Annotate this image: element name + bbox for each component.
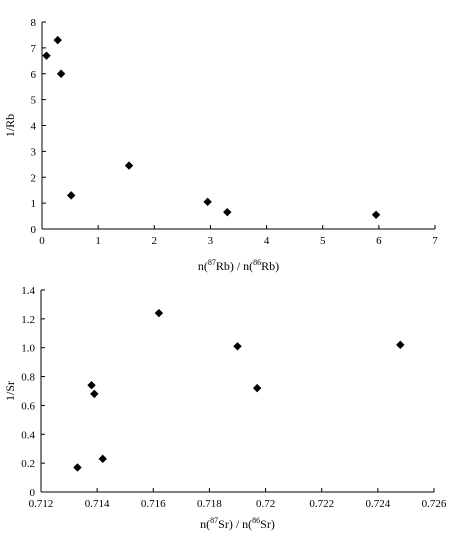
y-tick-label: 8 — [31, 17, 37, 29]
x-tick-label: 0.726 — [422, 498, 447, 510]
y-tick-label: 0.8 — [21, 372, 35, 384]
x-axis-label-part: Sr) / n( — [218, 517, 252, 531]
y-tick-label: 2 — [31, 172, 37, 184]
x-axis-label-superscript: 86 — [252, 516, 260, 525]
x-axis-label-part: Rb) — [261, 259, 279, 273]
x-tick-label: 0.724 — [365, 498, 390, 510]
x-tick-label: 0.72 — [256, 498, 275, 510]
x-tick-label: 7 — [432, 235, 438, 247]
data-point — [42, 51, 51, 60]
x-tick-label: 0.722 — [309, 498, 334, 510]
data-point — [90, 389, 99, 399]
y-tick-label: 6 — [31, 69, 37, 81]
rb-scatter-chart: 0 1 2 3 4 5 6 7 0 1 2 3 4 5 6 7 8 1/Rb n(87Rb) / n(86Rb) — [3, 17, 438, 273]
y-tick-label: 1.0 — [21, 343, 35, 355]
x-tick-label: 3 — [208, 235, 214, 247]
x-tick-label: 1 — [95, 235, 101, 247]
y-axis-label: 1/Sr — [3, 381, 17, 401]
y-tick-label: 5 — [31, 95, 37, 107]
data-point — [371, 210, 381, 219]
x-tick-label: 4 — [264, 235, 270, 247]
x-tick-label: 2 — [152, 235, 158, 247]
y-tick-label: 0 — [31, 224, 37, 236]
x-tick-label: 0.718 — [197, 498, 222, 510]
x-axis-label-superscript: 86 — [253, 258, 261, 267]
data-point — [154, 308, 164, 318]
y-axis-label: 1/Rb — [3, 114, 17, 137]
data-point — [396, 340, 405, 350]
x-axis-label-part: Sr) — [260, 517, 275, 531]
x-axis-label-part: n( — [200, 517, 210, 531]
x-tick-label: 6 — [376, 235, 382, 247]
x-tick-label: 0.714 — [85, 498, 110, 510]
y-tick-label: 1.2 — [21, 314, 35, 326]
data-point — [73, 463, 82, 472]
x-tick-label: 0 — [39, 235, 45, 247]
x-axis-label-part: n( — [198, 259, 208, 273]
y-tick-label: 1.4 — [21, 285, 35, 297]
x-axis-label-superscript: 87 — [208, 258, 216, 267]
x-axis-label: n(87Sr) / n(86Sr) — [200, 516, 275, 531]
x-axis-label-part: Rb) / n( — [216, 259, 253, 273]
data-point — [203, 197, 212, 207]
data-point — [124, 161, 134, 170]
y-tick-label: 7 — [31, 43, 37, 55]
sr-scatter-chart: 0.712 0.714 0.716 0.718 0.72 0.722 0.724 0.726 0… — [3, 285, 447, 531]
x-axis-label-superscript: 87 — [210, 516, 218, 525]
y-tick-label: 0.6 — [21, 400, 35, 412]
x-tick-label: 0.716 — [141, 498, 166, 510]
x-axis-label: n(87Rb) / n(86Rb) — [198, 258, 279, 273]
y-tick-label: 0 — [30, 487, 36, 499]
data-point — [66, 191, 76, 200]
data-point — [87, 381, 96, 390]
y-tick-label: 4 — [31, 121, 37, 133]
data-point — [252, 383, 262, 393]
x-tick-label: 0.712 — [29, 498, 54, 510]
data-point — [98, 454, 107, 464]
y-tick-label: 0.4 — [21, 429, 35, 441]
data-point — [56, 69, 66, 78]
y-tick-label: 0.2 — [21, 458, 35, 470]
data-point — [233, 342, 242, 351]
x-tick-label: 5 — [320, 235, 326, 247]
y-tick-label: 1 — [31, 198, 37, 210]
data-point — [53, 35, 62, 45]
y-tick-label: 3 — [31, 146, 37, 158]
data-point — [223, 207, 232, 217]
